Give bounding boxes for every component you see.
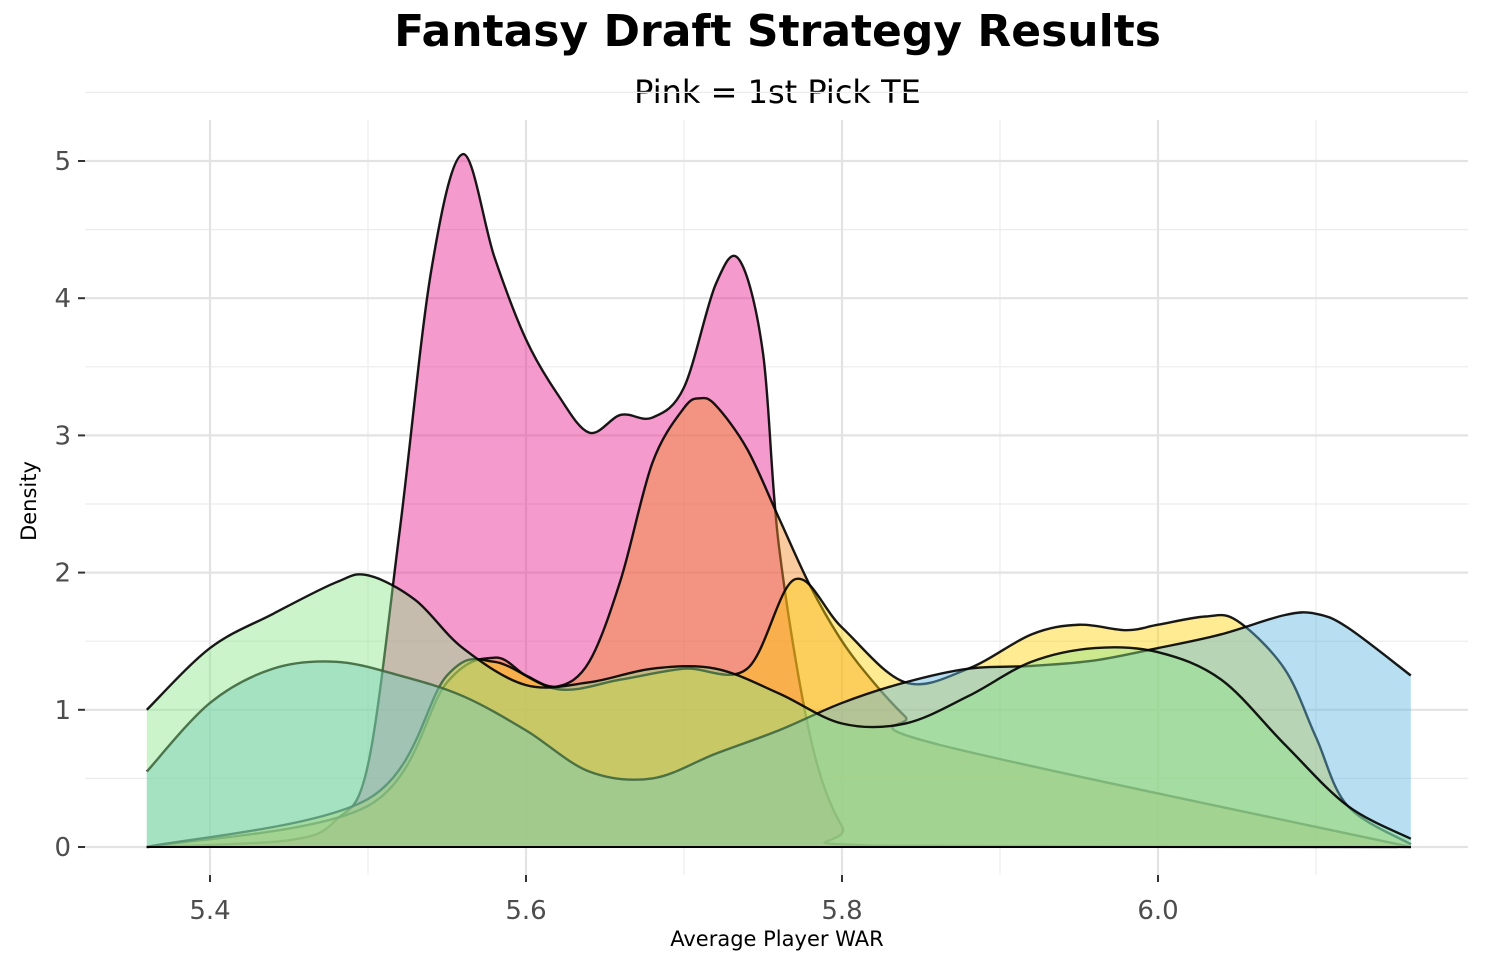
y-tick-label: 3 (54, 421, 71, 451)
y-axis-title: Density (17, 461, 41, 541)
density-area-4 (146, 612, 1411, 847)
density-area-5 (146, 574, 1411, 847)
density-line-4 (145, 611, 1412, 781)
x-tick-label: 5.8 (821, 896, 862, 926)
density-area-1 (146, 154, 1411, 847)
y-tick-label: 4 (54, 284, 71, 314)
density-line-1 (146, 152, 1411, 849)
y-tick-label: 5 (54, 147, 71, 177)
density-area-3 (146, 578, 1411, 847)
chart-title: Fantasy Draft Strategy Results (394, 6, 1161, 57)
grid-lines (85, 91, 1468, 875)
x-tick-label: 5.6 (505, 896, 546, 926)
y-tick-label: 1 (54, 696, 71, 726)
x-tick-label: 5.4 (189, 896, 230, 926)
x-axis-title: Average Player WAR (670, 927, 884, 951)
y-tick-label: 2 (54, 559, 71, 589)
y-tick-label: 0 (54, 833, 71, 863)
axis-ticks: 5.4 5.6 5.8 6.0 0 1 2 3 4 5 (54, 147, 1178, 926)
density-line-3 (146, 577, 1412, 849)
density-area-2 (146, 398, 1411, 847)
x-tick-label: 6.0 (1137, 896, 1178, 926)
density-line-5 (145, 573, 1412, 840)
density-areas (145, 152, 1412, 849)
